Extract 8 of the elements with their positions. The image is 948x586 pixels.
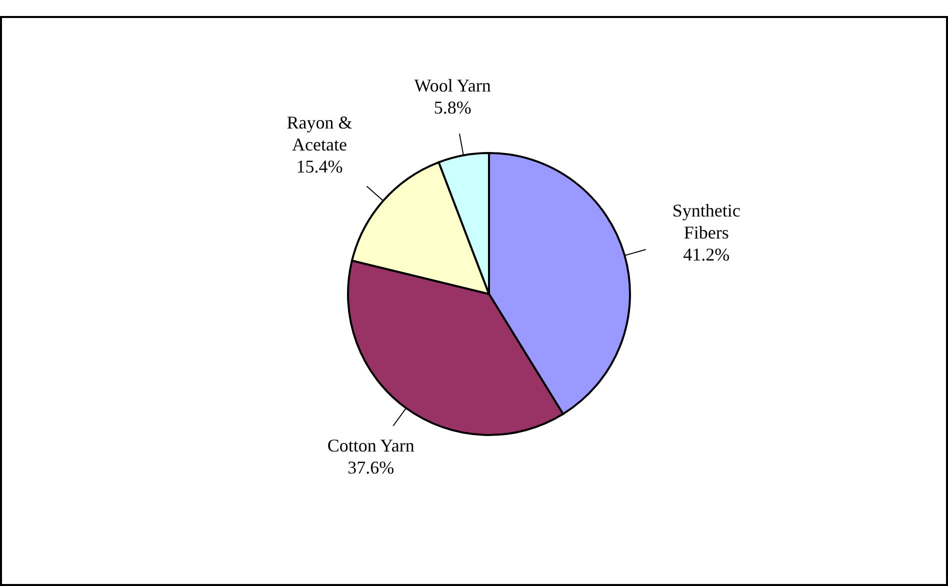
slice-label: Cotton Yarn (327, 436, 414, 456)
slice-label: Synthetic Fibers (672, 200, 740, 242)
data-label: 37.6% (348, 458, 394, 478)
data-label: 41.2% (683, 244, 730, 264)
data-label: 15.4% (296, 156, 343, 177)
slice-label: Rayon & Acetate (286, 112, 352, 155)
slice-label: Wool Yarn (414, 75, 491, 96)
data-label: 5.8% (434, 97, 472, 118)
